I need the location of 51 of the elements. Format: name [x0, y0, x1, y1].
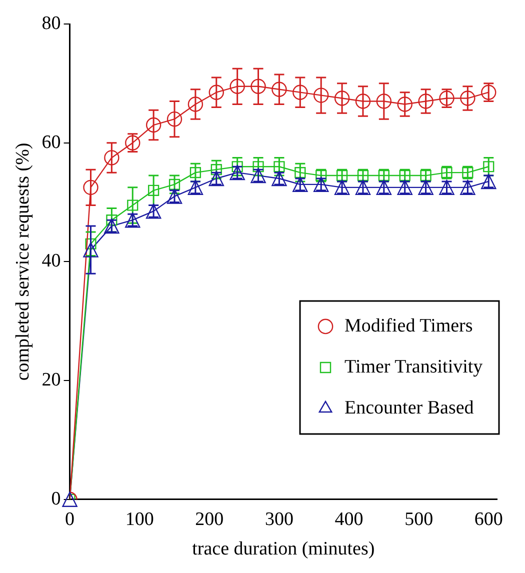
x-tick-label: 300	[264, 508, 294, 530]
point	[418, 94, 434, 109]
y-tick-label: 0	[51, 488, 61, 510]
legend-label: Modified Timers	[344, 315, 473, 336]
point	[376, 94, 392, 109]
y-axis-title: completed service requests (%)	[12, 142, 34, 381]
x-axis-title: trace duration (minutes)	[192, 538, 375, 560]
x-tick-label: 600	[474, 508, 503, 530]
point	[334, 90, 350, 106]
point	[313, 88, 329, 103]
legend-label: Timer Transitivity	[344, 356, 484, 378]
point	[148, 184, 160, 196]
point	[252, 161, 264, 172]
point	[274, 161, 285, 172]
point	[376, 180, 392, 196]
point	[146, 117, 162, 133]
x-tick-label: 200	[195, 508, 224, 530]
y-tick-label: 80	[42, 12, 61, 34]
point	[355, 94, 371, 109]
point	[83, 180, 98, 196]
point	[85, 238, 96, 250]
point	[483, 161, 494, 172]
point	[397, 96, 412, 112]
point	[397, 180, 412, 196]
point	[418, 180, 434, 196]
x-tick-label: 500	[404, 508, 434, 530]
point	[334, 180, 350, 196]
point	[230, 78, 245, 94]
point	[250, 78, 266, 94]
point	[355, 180, 371, 196]
y-tick-label: 40	[42, 250, 61, 272]
point	[83, 242, 98, 258]
x-tick-label: 400	[334, 508, 364, 530]
point	[166, 111, 182, 127]
point	[460, 90, 476, 106]
x-tick-label: 100	[125, 508, 154, 530]
x-tick-label: 0	[65, 508, 75, 530]
point	[104, 150, 120, 166]
point	[127, 200, 138, 211]
legend-label: Encounter Based	[344, 397, 474, 418]
point	[208, 84, 224, 100]
point	[125, 135, 140, 150]
point	[272, 82, 287, 97]
point	[188, 96, 204, 112]
y-tick-label: 20	[42, 370, 61, 391]
point	[292, 84, 308, 100]
y-tick-label: 60	[42, 132, 61, 153]
point	[168, 178, 180, 190]
point	[210, 164, 222, 176]
point	[190, 167, 201, 178]
point	[294, 167, 306, 178]
